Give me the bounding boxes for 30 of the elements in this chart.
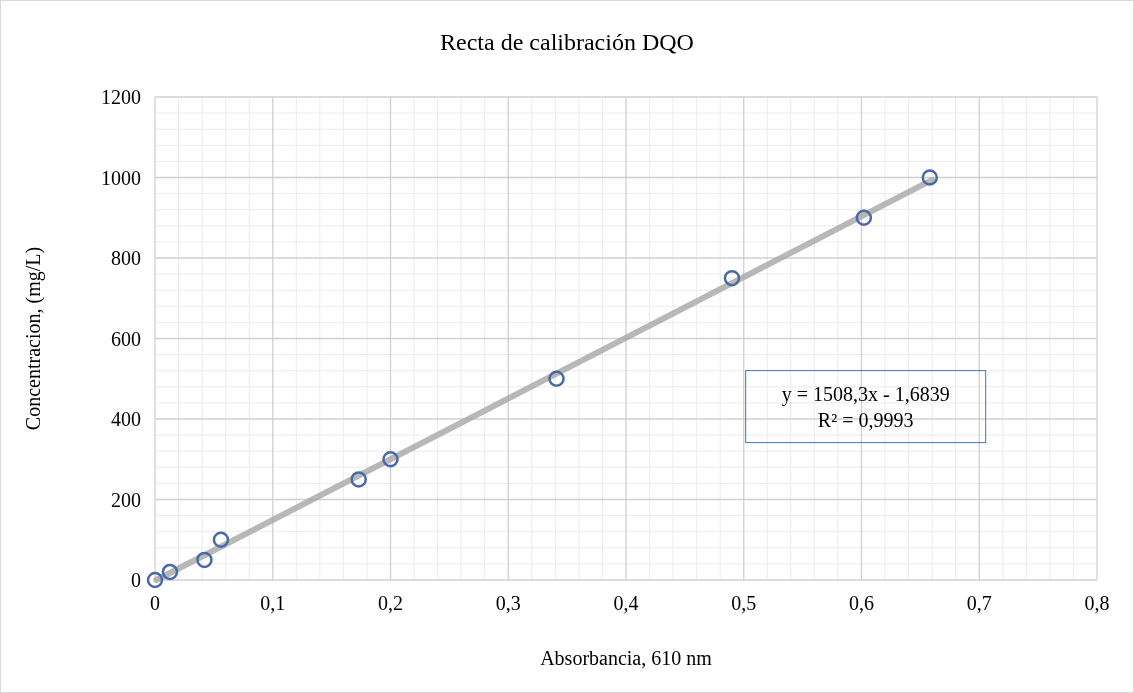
y-tick-label: 200	[111, 488, 141, 511]
y-tick-label: 800	[111, 247, 141, 269]
point	[921, 169, 939, 186]
y-tick-label: 400	[111, 408, 141, 430]
x-tick-label: 0,1	[260, 592, 286, 614]
point	[146, 571, 164, 589]
point	[212, 531, 230, 548]
x-tick-label: 0,8	[1084, 592, 1110, 614]
x-tick-label: 0	[150, 592, 160, 614]
y-tick-label: 0	[131, 569, 141, 591]
point	[196, 551, 213, 569]
point	[382, 451, 399, 468]
y-axis-title: Concentracion, (mg/L)	[22, 246, 45, 431]
point	[350, 471, 367, 488]
y-tick-label: 600	[111, 327, 141, 350]
x-tick-label: 0,6	[849, 592, 874, 614]
x-tick-label: 0,2	[378, 592, 403, 614]
x-tick-label: 0,3	[495, 592, 521, 614]
x-axis-title: Absorbancia, 610 nm	[540, 647, 713, 669]
chart-title: Recta de calibración DQO	[440, 29, 694, 55]
x-tick-label: 0,7	[966, 592, 992, 614]
x-tick-label: 0,4	[613, 592, 639, 614]
x-tick-label: 0,5	[731, 592, 757, 614]
point	[723, 269, 741, 287]
y-tick-label: 1000	[101, 166, 141, 189]
point	[548, 370, 565, 387]
y-tick-label: 1200	[101, 86, 141, 108]
point	[161, 563, 179, 581]
annotation: y = 1508,3x - 1,6839 R² = 0,9993	[781, 382, 950, 431]
point	[855, 209, 873, 226]
